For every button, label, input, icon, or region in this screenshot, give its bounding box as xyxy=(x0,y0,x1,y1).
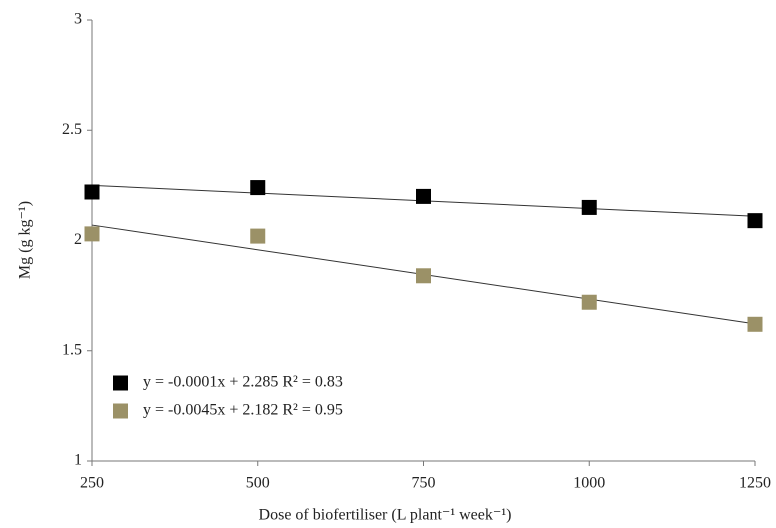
y-tick-label: 1 xyxy=(74,452,82,469)
point xyxy=(84,226,100,242)
x-tick-label: 750 xyxy=(412,475,436,492)
point xyxy=(250,180,266,196)
y-axis-title: Mg (g kg⁻¹) xyxy=(17,201,34,279)
x-axis-title: Dose of biofertiliser (L plant⁻¹ week⁻¹) xyxy=(259,507,512,524)
x-tick-label: 1250 xyxy=(739,475,771,492)
y-tick-label: 1.5 xyxy=(62,341,82,358)
point xyxy=(581,199,597,215)
legend-label: y = -0.0045x + 2.182 R² = 0.95 xyxy=(143,402,343,419)
point xyxy=(250,228,266,244)
legend-swatch xyxy=(113,375,128,391)
legend-swatch xyxy=(113,403,128,419)
y-tick-label: 2.5 xyxy=(62,121,82,138)
y-tick-label: 3 xyxy=(74,11,82,28)
x-tick-label: 500 xyxy=(246,475,270,492)
x-tick-label: 250 xyxy=(80,475,104,492)
point xyxy=(416,268,431,284)
x-tick-label: 1000 xyxy=(573,475,605,492)
legend-label: y = -0.0001x + 2.285 R² = 0.83 xyxy=(143,374,343,391)
y-tick-label: 2 xyxy=(74,231,82,248)
point xyxy=(747,316,763,332)
point xyxy=(84,184,100,200)
point xyxy=(581,294,597,310)
point xyxy=(416,188,431,204)
point xyxy=(747,213,763,229)
